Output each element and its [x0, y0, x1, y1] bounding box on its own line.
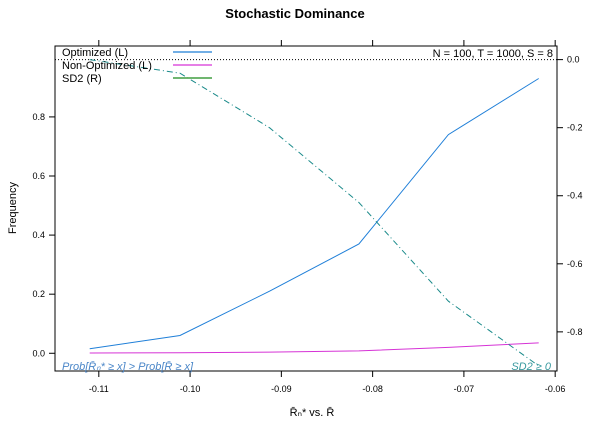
series-layer — [55, 59, 557, 367]
x-tick-label: -0.11 — [89, 384, 109, 394]
x-tick-label: -0.08 — [362, 384, 383, 394]
chart-title: Stochastic Dominance — [225, 6, 364, 21]
x-tick-label: -0.07 — [454, 384, 475, 394]
legend-label: SD2 (R) — [62, 73, 102, 85]
annotation-right: SD2 ≥ 0 — [511, 361, 552, 373]
y-axis-label-left: Frequency — [7, 182, 19, 234]
y-tick-label-left: 0.4 — [32, 230, 45, 240]
y-tick-label-right: -0.2 — [567, 123, 583, 133]
x-axis-label: R̄ₙ* vs. R̄ — [290, 406, 335, 419]
x-axis-top — [98, 40, 556, 46]
x-tick-label: -0.09 — [271, 384, 292, 394]
y-axis-left: 0.0 0.2 0.4 0.6 0.8 — [32, 112, 55, 358]
y-tick-label-left: 0.2 — [32, 289, 45, 299]
y-tick-label-left: 0.8 — [32, 112, 45, 122]
legend: Optimized (L)Non-Optimized (L)SD2 (R) — [62, 47, 212, 85]
y-axis-right: 0.0 -0.2 -0.4 -0.6 -0.8 — [557, 55, 583, 337]
series-line-sd2-r — [89, 59, 539, 367]
x-axis-bottom: -0.11 -0.10 -0.09 -0.08 -0.07 -0.06 — [89, 371, 566, 394]
y-tick-label-right: -0.8 — [567, 327, 583, 337]
series-line-optimized-l — [89, 78, 539, 350]
annotation-left: Prob[R̄ₙ* ≥ x] > Prob[R̄ ≥ x] — [62, 360, 194, 373]
legend-label: Non-Optimized (L) — [62, 60, 152, 72]
y-tick-label-right: 0.0 — [567, 55, 580, 65]
y-tick-label-right: -0.6 — [567, 259, 583, 269]
y-tick-label-right: -0.4 — [567, 191, 583, 201]
x-tick-label: -0.06 — [545, 384, 566, 394]
plot-frame — [54, 45, 558, 372]
series-line-non-optimized-l — [89, 342, 539, 354]
y-tick-label-left: 0.0 — [32, 348, 45, 358]
params-text: N = 100, T = 1000, S = 8 — [433, 48, 553, 60]
legend-label: Optimized (L) — [62, 47, 128, 59]
y-tick-label-left: 0.6 — [32, 171, 45, 181]
x-tick-label: -0.10 — [180, 384, 201, 394]
